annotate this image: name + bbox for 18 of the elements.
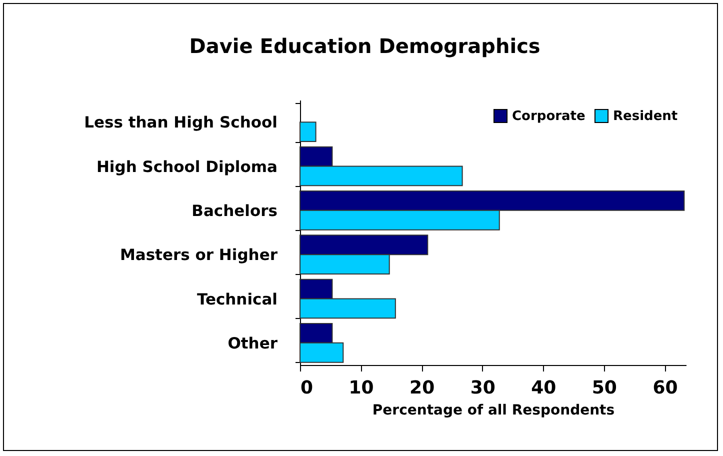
x-tick-label: 20 bbox=[410, 378, 435, 398]
y-tick-label: Less than High School bbox=[84, 114, 278, 132]
y-tick-label: Other bbox=[228, 334, 278, 352]
y-tick-label: Technical bbox=[196, 290, 278, 308]
y-tick-label: High School Diploma bbox=[96, 158, 278, 176]
x-tick-label: 50 bbox=[592, 378, 617, 398]
legend-label: Resident bbox=[613, 108, 678, 124]
x-tick-label: 60 bbox=[652, 378, 678, 398]
y-tick-label: Bachelors bbox=[192, 202, 278, 220]
x-tick-label: 0 bbox=[300, 378, 314, 398]
legend-label: Corporate bbox=[512, 108, 586, 124]
x-tick-label: 40 bbox=[531, 378, 556, 398]
y-tick-label: Masters or Higher bbox=[120, 246, 278, 264]
x-tick-label: 10 bbox=[348, 378, 374, 398]
bar bbox=[300, 122, 316, 142]
x-tick-label: 30 bbox=[470, 378, 496, 398]
chart-title: Davie Education Demographics bbox=[189, 34, 540, 58]
x-axis-title: Percentage of all Respondents bbox=[372, 402, 615, 418]
